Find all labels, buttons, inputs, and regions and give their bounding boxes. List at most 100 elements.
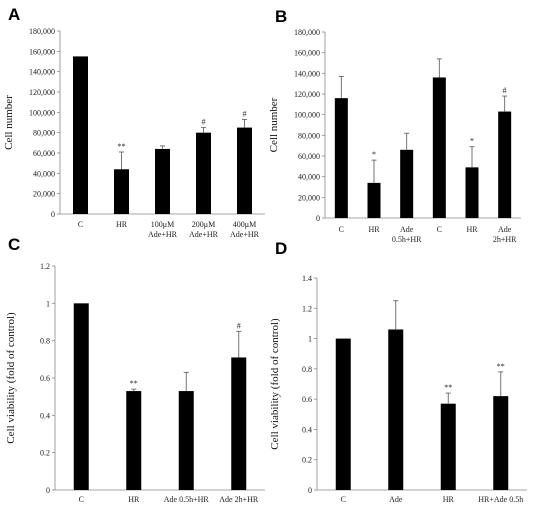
- x-category-label: Ade: [389, 495, 403, 504]
- significance-marker: #: [237, 321, 241, 330]
- x-category-label: 0.5h+HR: [392, 235, 422, 244]
- y-tick-label: 0.6: [302, 395, 312, 404]
- y-axis-label: Cell number: [268, 97, 280, 152]
- bar-b-2: [367, 182, 381, 218]
- y-tick-label: 60,000: [33, 149, 55, 158]
- bar-a-5: [237, 127, 252, 214]
- y-tick-label: 20,000: [33, 190, 55, 199]
- significance-marker: **: [497, 362, 505, 371]
- x-category-label: 2h+HR: [493, 235, 517, 244]
- y-tick-label: 80,000: [298, 131, 320, 140]
- x-category-label: 100μM: [151, 220, 174, 229]
- bar-b-5: [465, 167, 479, 218]
- x-category-label: HR: [116, 220, 128, 229]
- x-category-label: 400μM: [233, 220, 256, 229]
- y-tick-label: 0: [46, 486, 50, 495]
- y-tick-label: 40,000: [33, 169, 55, 178]
- x-category-label: 200μM: [192, 220, 215, 229]
- significance-marker: **: [118, 142, 126, 151]
- bar-d-2: [388, 329, 404, 490]
- x-category-label: C: [341, 495, 346, 504]
- significance-marker: #: [503, 86, 507, 95]
- y-tick-label: 40,000: [298, 173, 320, 182]
- y-tick-label: 20,000: [298, 193, 320, 202]
- bar-a-3: [155, 148, 170, 214]
- bar-b-6: [498, 111, 512, 218]
- bar-a-2: [114, 169, 129, 214]
- bar-b-3: [400, 149, 414, 218]
- bar-a-4: [196, 132, 211, 214]
- y-tick-label: 140,000: [29, 68, 55, 77]
- y-axis-label: Cell viability (fold of control): [269, 318, 281, 450]
- y-tick-label: 0.2: [40, 449, 50, 458]
- y-tick-label: 1: [308, 335, 312, 344]
- y-tick-label: 100,000: [294, 111, 320, 120]
- x-category-label: Ade+HR: [148, 230, 178, 239]
- y-tick-label: 0.4: [302, 425, 312, 434]
- y-tick-label: 0: [51, 210, 55, 219]
- y-tick-label: 120,000: [29, 88, 55, 97]
- y-tick-label: 1.2: [40, 262, 50, 271]
- y-tick-label: 0.4: [40, 411, 50, 420]
- y-tick-label: 0: [316, 214, 320, 223]
- y-tick-label: 1.4: [302, 274, 312, 283]
- x-category-label: C: [79, 495, 84, 504]
- y-tick-label: 120,000: [294, 90, 320, 99]
- bar-c-2: [126, 391, 142, 490]
- bar-c-3: [178, 391, 194, 490]
- y-tick-label: 0.8: [40, 337, 50, 346]
- x-category-label: Ade: [498, 225, 512, 234]
- bar-a-1: [73, 56, 88, 214]
- y-tick-label: 80,000: [33, 129, 55, 138]
- y-tick-label: 1.2: [302, 304, 312, 313]
- y-tick-label: 180,000: [29, 27, 55, 36]
- bar-d-4: [493, 396, 509, 490]
- panel-label: D: [275, 239, 287, 258]
- bar-c-4: [231, 357, 247, 490]
- significance-marker: **: [444, 383, 452, 392]
- y-tick-label: 140,000: [294, 69, 320, 78]
- x-category-label: HR: [128, 495, 140, 504]
- significance-marker: #: [202, 118, 206, 127]
- bar-d-3: [440, 403, 456, 490]
- y-tick-label: 160,000: [29, 47, 55, 56]
- x-category-label: Ade 2h+HR: [219, 495, 259, 504]
- y-tick-label: 0: [308, 486, 312, 495]
- x-category-label: HR: [466, 225, 478, 234]
- y-tick-label: 0.8: [302, 365, 312, 374]
- panel-label: C: [8, 235, 20, 254]
- panel-label: A: [8, 5, 20, 24]
- x-category-label: C: [78, 220, 83, 229]
- x-category-label: Ade+HR: [189, 230, 219, 239]
- x-category-label: C: [339, 225, 344, 234]
- x-category-label: HR: [443, 495, 455, 504]
- significance-marker: *: [470, 137, 474, 146]
- bar-b-1: [334, 98, 348, 218]
- y-tick-label: 60,000: [298, 152, 320, 161]
- bar-b-4: [432, 77, 446, 218]
- chart-panel-c: C 0 0.2 0.4 0.6 0.8 1 1.2 Cell viability (fold o…: [5, 235, 265, 504]
- panel-label: B: [275, 7, 287, 26]
- x-category-label: Ade 0.5h+HR: [164, 495, 210, 504]
- chart-panel-d: D 0 0.2 0.4 0.6 0.8 1 1.2 1.4 Cell viability (fol…: [269, 239, 527, 504]
- x-category-label: Ade: [400, 225, 414, 234]
- x-category-label: HR+Ade 0.5h: [478, 495, 523, 504]
- bar-c-1: [73, 303, 89, 490]
- bar-d-1: [335, 338, 351, 490]
- significance-marker: **: [130, 379, 138, 388]
- chart-panel-a: A 0 20,000 40,000 60,000 80,000 100,000 120,000…: [3, 5, 265, 239]
- y-axis-label: Cell viability (fold of control): [5, 312, 17, 444]
- significance-marker: *: [372, 150, 376, 159]
- chart-panel-b: B 0 20,000 40,000 60,000 80,000 100,000 120,000…: [268, 7, 521, 244]
- x-category-label: HR: [368, 225, 380, 234]
- y-axis-label: Cell number: [3, 95, 15, 150]
- y-tick-label: 100,000: [29, 108, 55, 117]
- y-tick-label: 0.2: [302, 456, 312, 465]
- y-tick-label: 180,000: [294, 28, 320, 37]
- x-category-label: Ade+HR: [230, 230, 260, 239]
- x-category-label: C: [437, 225, 442, 234]
- significance-marker: #: [243, 109, 247, 118]
- y-tick-label: 1: [46, 299, 50, 308]
- y-tick-label: 0.6: [40, 374, 50, 383]
